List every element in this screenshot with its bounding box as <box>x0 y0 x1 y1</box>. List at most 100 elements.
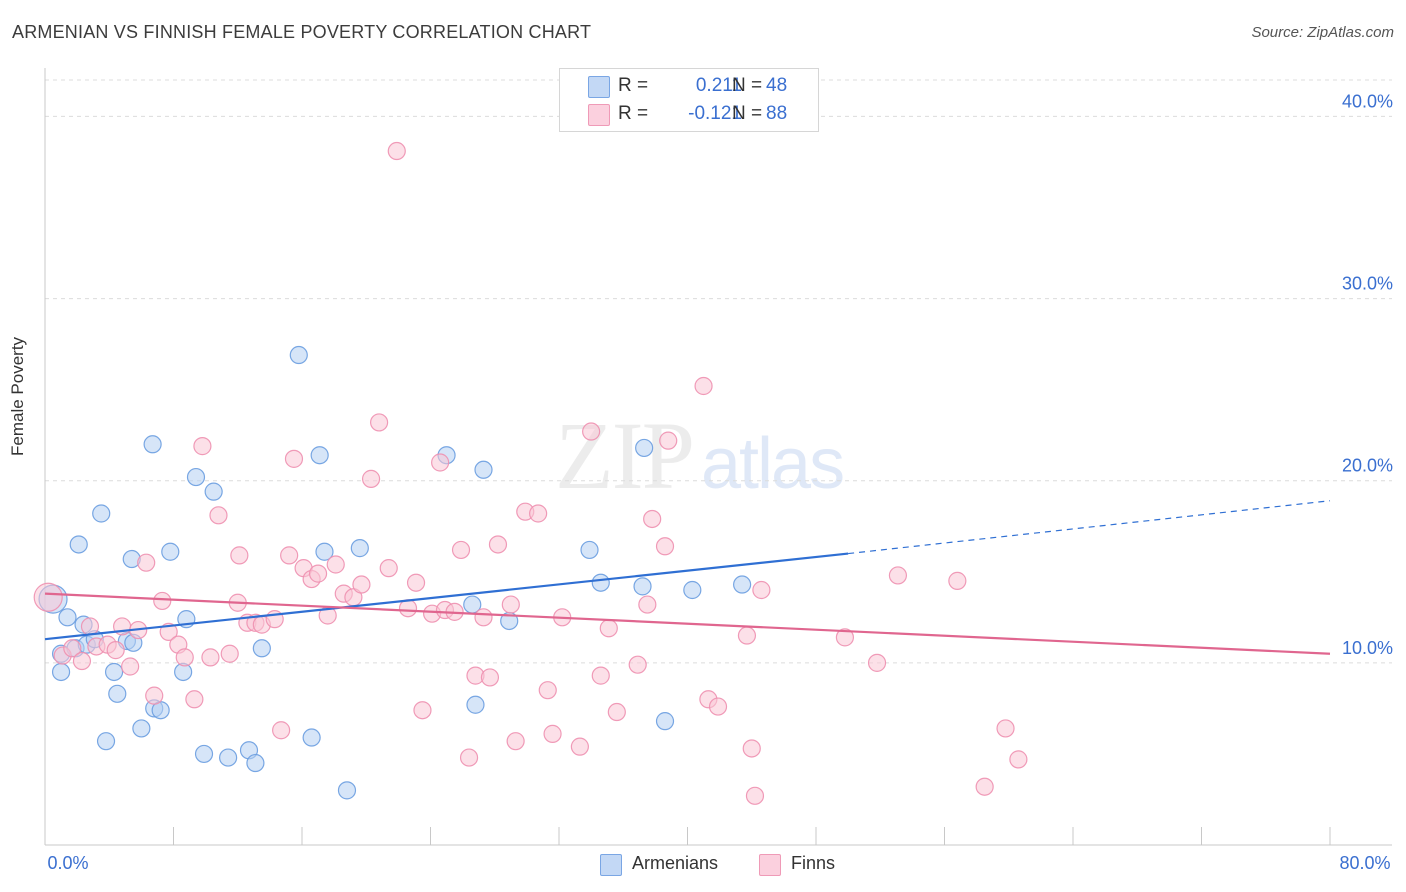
data-point-finns <box>708 697 728 716</box>
data-point-finns <box>387 141 406 161</box>
data-point-finns <box>638 595 657 614</box>
data-point-finns <box>153 591 172 611</box>
data-point-finns <box>737 626 757 645</box>
data-point-finns <box>308 564 328 583</box>
data-point-finns <box>379 559 398 578</box>
data-point-armenians <box>194 744 214 764</box>
data-point-armenians <box>635 438 654 458</box>
data-point-armenians <box>466 695 485 714</box>
data-point-armenians <box>92 504 111 523</box>
data-point-finns <box>33 582 63 612</box>
correlation-legend: R = 0.211 N = 48 R = -0.121 N = 88 <box>559 68 819 132</box>
x-tick-label: 0.0% <box>47 853 88 873</box>
data-point-finns <box>488 535 508 554</box>
data-point-finns <box>406 573 426 592</box>
data-point-armenians <box>69 535 88 554</box>
data-point-armenians <box>350 539 369 558</box>
trend-line-armenians-projection <box>848 500 1331 555</box>
data-point-armenians <box>683 580 702 600</box>
data-point-armenians <box>633 577 652 596</box>
data-point-armenians <box>310 446 329 465</box>
data-point-finns <box>835 628 855 647</box>
r-label: R = <box>618 75 649 96</box>
data-point-finns <box>451 540 471 560</box>
y-tick-label: 30.0% <box>1342 274 1393 294</box>
data-point-armenians <box>96 732 116 751</box>
data-point-finns <box>72 651 92 671</box>
data-point-finns <box>529 504 548 523</box>
data-point-finns <box>185 690 204 709</box>
data-point-armenians <box>161 542 180 561</box>
data-point-finns <box>284 449 304 468</box>
data-point-armenians <box>302 728 321 747</box>
data-point-finns <box>159 622 178 641</box>
legend-swatch-finns <box>588 104 610 126</box>
data-point-armenians <box>51 662 71 682</box>
data-point-finns <box>501 595 520 614</box>
data-point-finns <box>80 617 100 636</box>
data-point-finns <box>272 721 291 740</box>
data-point-finns <box>230 546 249 565</box>
data-point-finns <box>888 566 908 585</box>
data-point-finns <box>398 599 418 618</box>
data-point-armenians <box>733 575 752 594</box>
data-point-finns <box>582 422 601 441</box>
data-point-finns <box>201 648 220 667</box>
data-point-finns <box>431 453 450 472</box>
data-point-finns <box>352 575 371 594</box>
r-label: R = <box>618 103 649 124</box>
data-point-finns <box>655 537 675 556</box>
data-point-finns <box>591 666 610 685</box>
y-tick-label: 10.0% <box>1342 638 1393 658</box>
source-label: Source: ZipAtlas.com <box>1251 24 1394 41</box>
data-point-finns <box>694 376 713 396</box>
data-point-finns <box>506 732 525 751</box>
chart-title: ARMENIAN VS FINNISH FEMALE POVERTY CORRE… <box>12 22 592 42</box>
r-value: 0.211 <box>695 75 742 96</box>
legend-label-armenians: Armenians <box>632 853 719 873</box>
data-point-finns <box>137 553 156 572</box>
data-point-armenians <box>143 435 162 454</box>
watermark-zip: ZIP <box>555 402 695 509</box>
x-tick-label: 80.0% <box>1339 853 1390 873</box>
data-point-finns <box>742 739 761 758</box>
data-point-finns <box>659 431 678 450</box>
legend-swatch-armenians <box>600 854 622 876</box>
data-point-armenians <box>580 540 599 560</box>
data-point-finns <box>175 648 194 667</box>
data-point-finns <box>752 580 771 600</box>
data-point-finns <box>480 668 500 687</box>
watermark: ZIP atlas <box>555 400 845 511</box>
data-point-armenians <box>58 608 77 627</box>
n-label: N = <box>732 103 763 124</box>
data-point-finns <box>326 555 345 574</box>
legend-swatch-armenians <box>588 76 610 98</box>
y-tick-label: 20.0% <box>1342 456 1393 476</box>
data-point-finns <box>63 639 82 658</box>
y-tick-label: 40.0% <box>1342 91 1393 111</box>
legend-swatch-finns <box>759 854 781 876</box>
data-point-finns <box>106 641 125 660</box>
data-point-finns <box>607 702 626 722</box>
data-point-finns <box>121 657 140 676</box>
y-axis-label: Female Poverty <box>8 336 27 456</box>
data-point-finns <box>145 686 164 705</box>
data-point-armenians <box>591 573 610 592</box>
data-point-armenians <box>474 460 493 479</box>
data-point-finns <box>280 546 299 565</box>
trend-line-finns <box>44 592 1331 655</box>
data-point-armenians <box>219 748 238 767</box>
data-point-armenians <box>337 781 357 800</box>
trend-line-armenians <box>44 552 849 641</box>
r-value: -0.121 <box>688 103 742 124</box>
data-point-finns <box>643 509 662 529</box>
data-point-finns <box>370 413 389 432</box>
watermark-atlas: atlas <box>701 424 845 504</box>
data-point-finns <box>459 748 479 767</box>
data-point-finns <box>543 724 562 743</box>
data-point-finns <box>1009 750 1028 769</box>
data-point-armenians <box>289 345 308 365</box>
n-label: N = <box>732 75 763 96</box>
data-point-finns <box>193 437 212 456</box>
data-point-armenians <box>204 482 223 501</box>
